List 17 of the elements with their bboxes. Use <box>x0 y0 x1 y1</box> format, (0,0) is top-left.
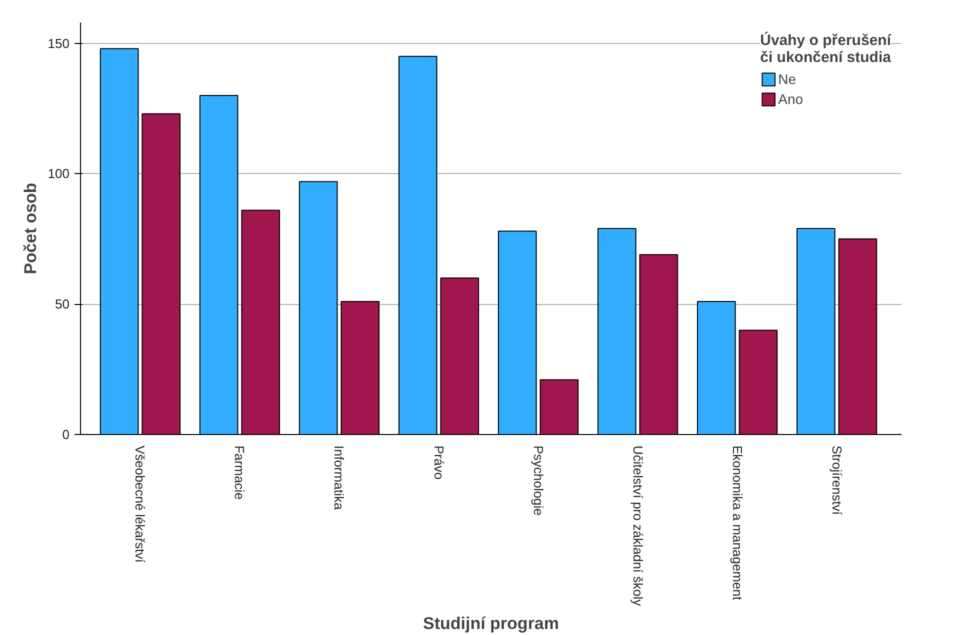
x-tick-label: Farmacie <box>232 446 248 500</box>
y-tick-label: 50 <box>55 296 70 312</box>
y-tick-label: 100 <box>48 166 70 182</box>
legend-title: Úvahy o přerušení či ukončení studia <box>760 32 891 66</box>
y-tick-label: 0 <box>62 427 70 442</box>
y-tick-label: 150 <box>48 36 70 51</box>
x-tick-label: Všeobecné lékařství <box>132 446 148 563</box>
x-tick-label: Strojírenství <box>829 446 844 516</box>
x-axis-title: Studijní program <box>423 614 559 633</box>
x-tick-label: Učitelství pro základní školy <box>630 446 646 606</box>
x-tick-label: Ekonomika a management <box>730 446 745 601</box>
legend-label: Ne <box>778 71 798 87</box>
y-axis-title: Počet osob <box>20 182 40 274</box>
x-tick-label: Informatika <box>332 446 347 511</box>
legend-label: Ano <box>778 91 804 107</box>
x-tick-label: Právo <box>431 446 446 480</box>
x-tick-label: Psychologie <box>530 446 546 516</box>
